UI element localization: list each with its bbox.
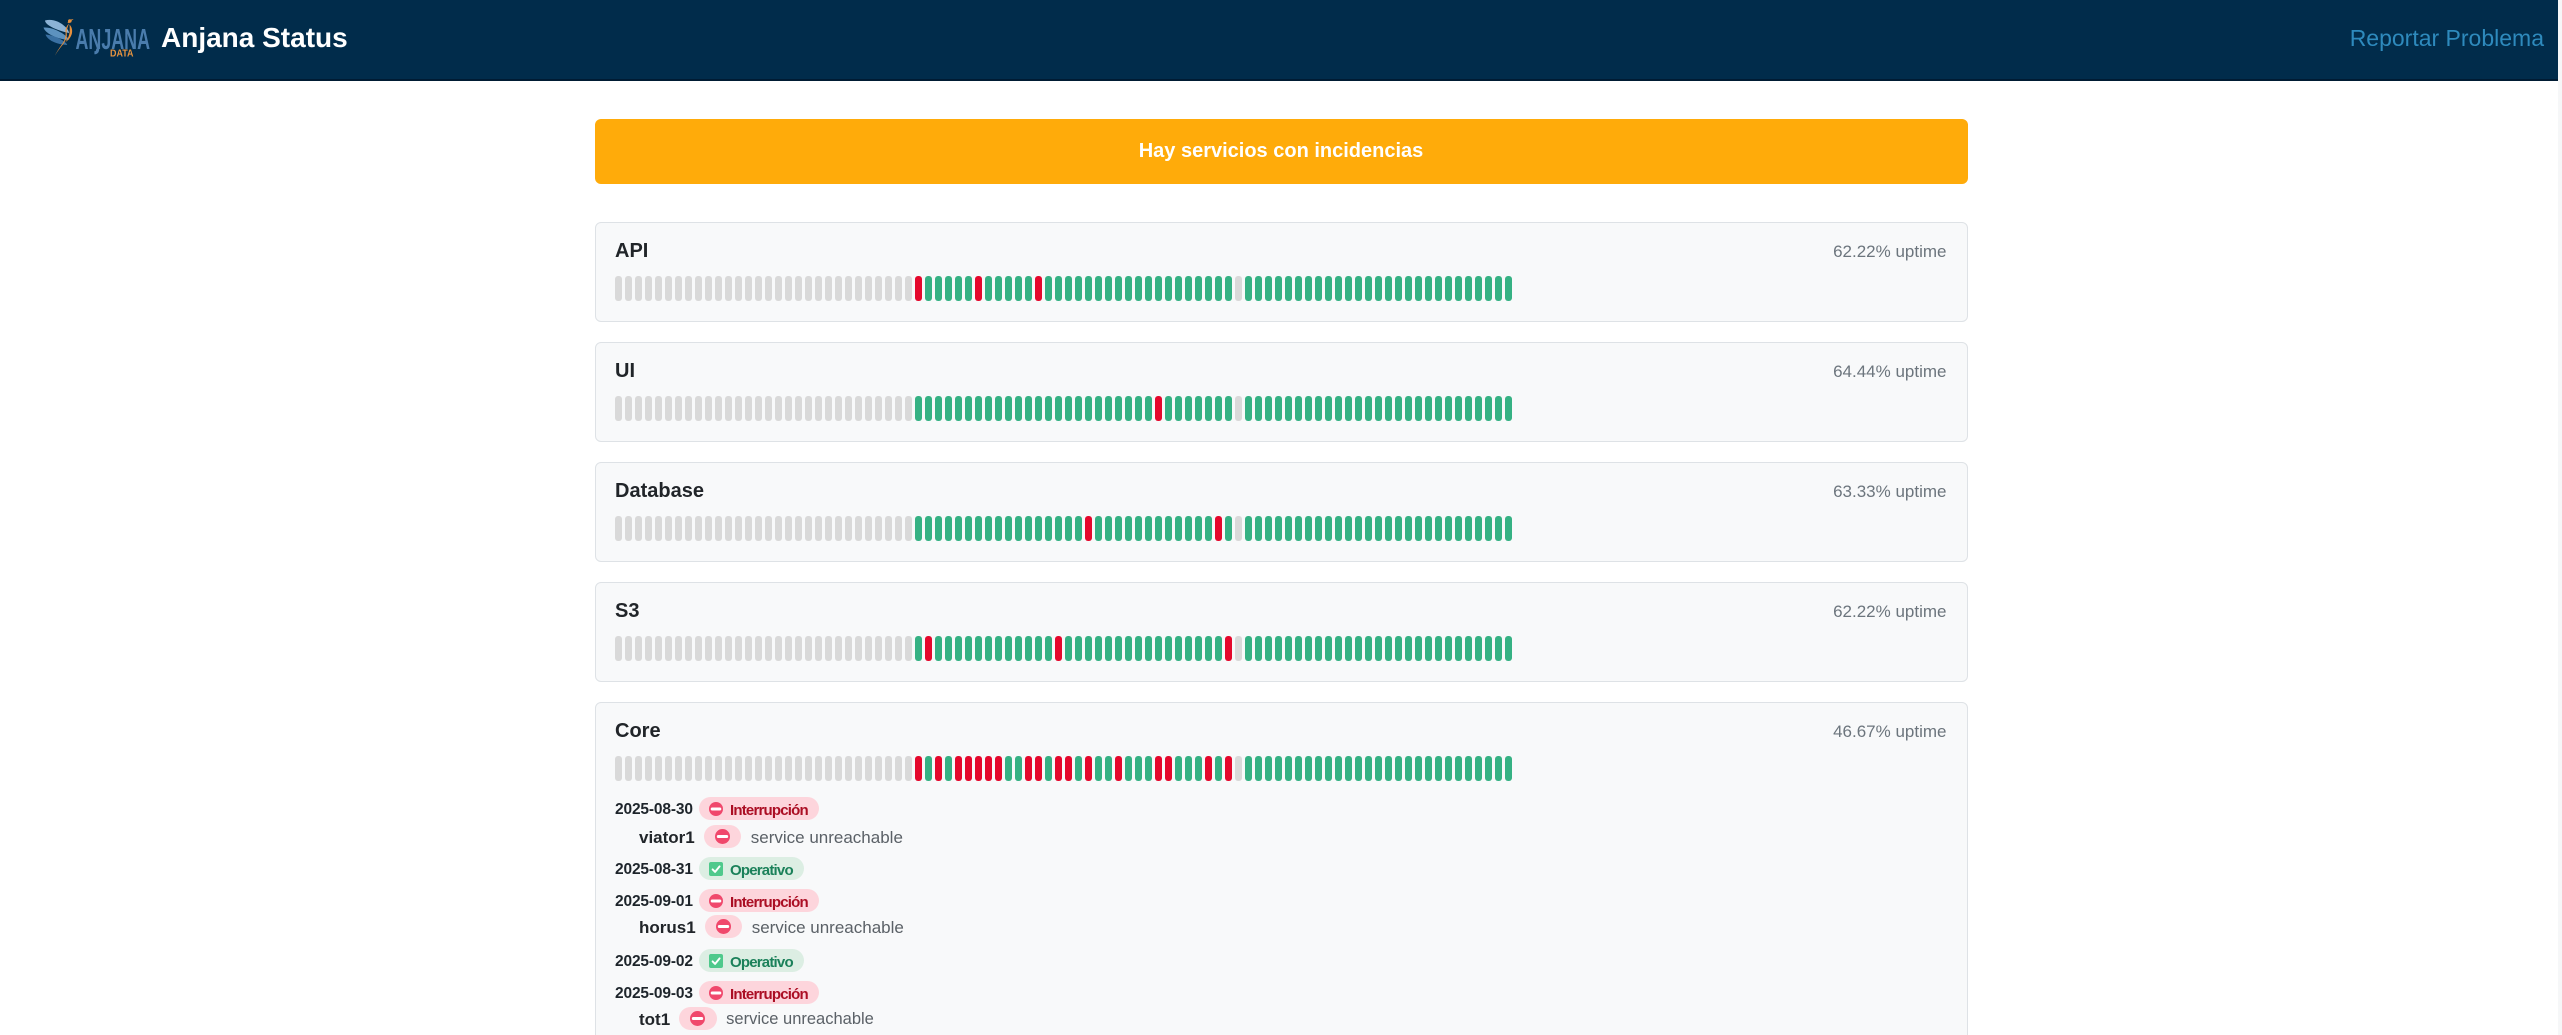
svg-text:ANJANA: ANJANA <box>76 24 151 56</box>
svg-text:DATA: DATA <box>110 48 134 58</box>
